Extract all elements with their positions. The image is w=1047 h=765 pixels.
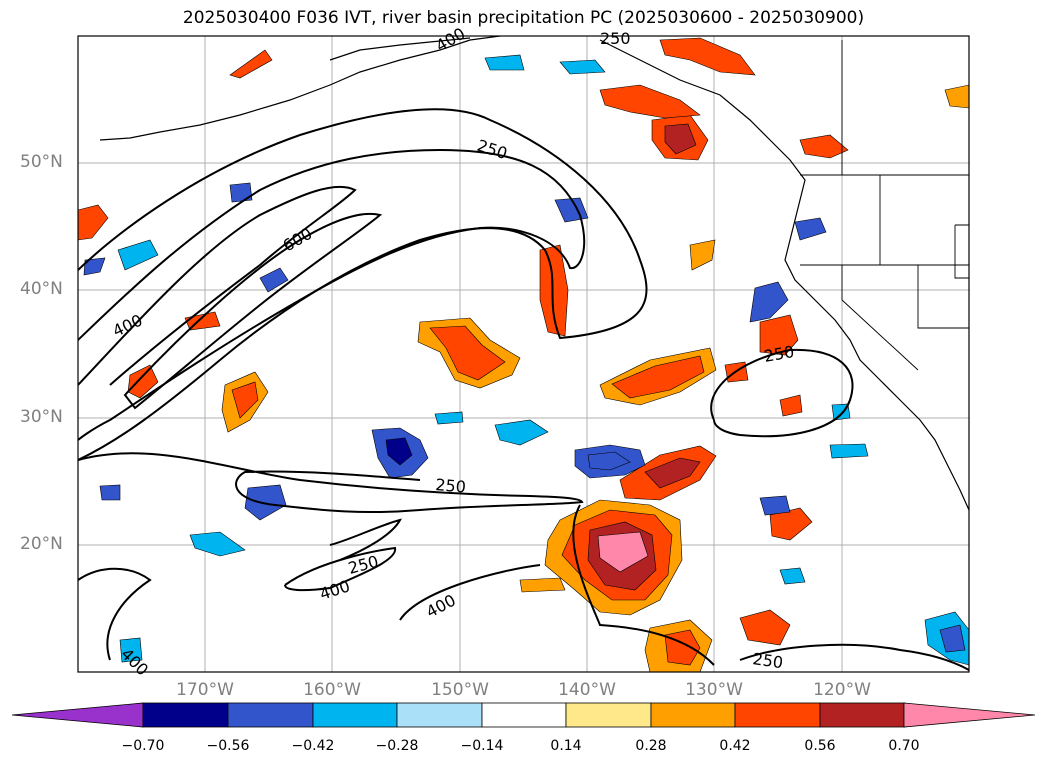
lat-label: 30°N [20, 407, 63, 427]
precip-positive-shading [78, 37, 969, 672]
colorbar-tick-label: −0.56 [206, 738, 250, 754]
ivt-contour-600 [123, 212, 383, 410]
ivt-contour-400 [399, 564, 541, 621]
lon-label: 140°W [558, 680, 616, 700]
colorbar-tick-label: −0.28 [375, 738, 419, 754]
colorbar-segment [396, 702, 483, 728]
precip-area [829, 443, 869, 459]
contour-label: 250 [435, 475, 467, 497]
north-america-coast [599, 39, 969, 511]
lon-label: 150°W [431, 680, 489, 700]
colorbar-tick-label: 0.28 [635, 738, 667, 754]
precip-area [559, 59, 606, 75]
precip-area [229, 49, 273, 79]
precip-area [587, 451, 631, 471]
precip-area [189, 531, 246, 557]
precip-area [83, 257, 106, 276]
precip-area [117, 239, 159, 271]
colorbar-tick-label: −0.70 [121, 738, 165, 754]
precip-area [611, 355, 705, 399]
lat-label: 50°N [20, 152, 63, 172]
alaska-coast [329, 37, 471, 61]
precip-area [78, 204, 109, 241]
precip-area [664, 123, 697, 155]
colorbar-tick-label: 0.56 [804, 738, 836, 754]
colorbar-tick-label: −0.14 [460, 738, 504, 754]
colorbar [11, 702, 1036, 728]
lon-label: 120°W [813, 680, 871, 700]
lon-label: 170°W [176, 680, 234, 700]
precip-area [244, 484, 287, 521]
precip-area [385, 437, 413, 466]
precip-negative-shading [83, 54, 969, 666]
map-title: 2025030400 F036 IVT, river basin precipi… [182, 8, 865, 28]
colorbar-segment [650, 702, 736, 728]
precip-area [659, 37, 756, 76]
precip-area [779, 394, 803, 417]
ivt-contour-400 [78, 148, 586, 441]
precip-area [99, 484, 121, 501]
colorbar-segment [819, 702, 905, 728]
precip-area [769, 507, 813, 541]
colorbar-tick-label: −0.42 [291, 738, 335, 754]
precip-area [519, 577, 566, 593]
colorbar-segment [142, 702, 229, 728]
precip-area [434, 411, 464, 425]
ivt-contour-250 [572, 504, 715, 666]
contour-label: 250 [600, 29, 631, 48]
ivt-contour-250 [329, 518, 402, 561]
precip-area [944, 84, 969, 109]
lat-label: 20°N [20, 534, 63, 554]
precip-area [779, 567, 806, 585]
colorbar-tick-label: 0.70 [888, 738, 920, 754]
ivt-contours [78, 108, 969, 671]
precip-area [759, 314, 799, 356]
ivt-contour-250 [78, 108, 648, 461]
lon-label: 160°W [303, 680, 361, 700]
precip-area [484, 54, 525, 71]
precip-area [599, 84, 701, 119]
precip-area [119, 637, 143, 663]
colorbar-extend-high [903, 702, 1036, 728]
state-borders [800, 40, 969, 371]
colorbar-extend-low [11, 702, 144, 728]
colorbar-tick-label: 0.42 [719, 738, 751, 754]
colorbar-segment [734, 702, 821, 728]
precip-area [494, 419, 549, 446]
ivt-contour-250 [710, 348, 854, 438]
ivt-contour-400 [78, 567, 152, 661]
colorbar-segment [481, 702, 567, 728]
precip-area [939, 624, 966, 653]
lat-label: 40°N [20, 279, 63, 299]
precip-area [749, 281, 789, 323]
precip-area [229, 182, 253, 203]
lon-label: 130°W [685, 680, 743, 700]
precip-area [799, 134, 849, 159]
precip-area [231, 381, 259, 419]
precip-area [539, 244, 569, 337]
coastlines [99, 36, 969, 511]
precip-area [689, 239, 716, 271]
ivt-contour-250 [739, 643, 969, 671]
contour-label: 250 [751, 649, 784, 672]
precip-area [739, 609, 791, 646]
precip-area [127, 364, 159, 399]
colorbar-tick-label: 0.14 [550, 738, 582, 754]
alaska-coast [99, 36, 501, 141]
precip-area [794, 217, 827, 241]
precip-area [429, 325, 506, 381]
precip-area [597, 531, 649, 573]
map-frame [77, 35, 970, 673]
ivt-contour-400 [284, 546, 397, 592]
precip-area [759, 495, 791, 516]
colorbar-segment [565, 702, 652, 728]
ivt-contour-600 [78, 185, 357, 386]
colorbar-segment [312, 702, 398, 728]
colorbar-segment [227, 702, 314, 728]
ivt-contour-250 [78, 452, 584, 514]
precip-area [259, 267, 289, 293]
precip-area [644, 457, 701, 489]
